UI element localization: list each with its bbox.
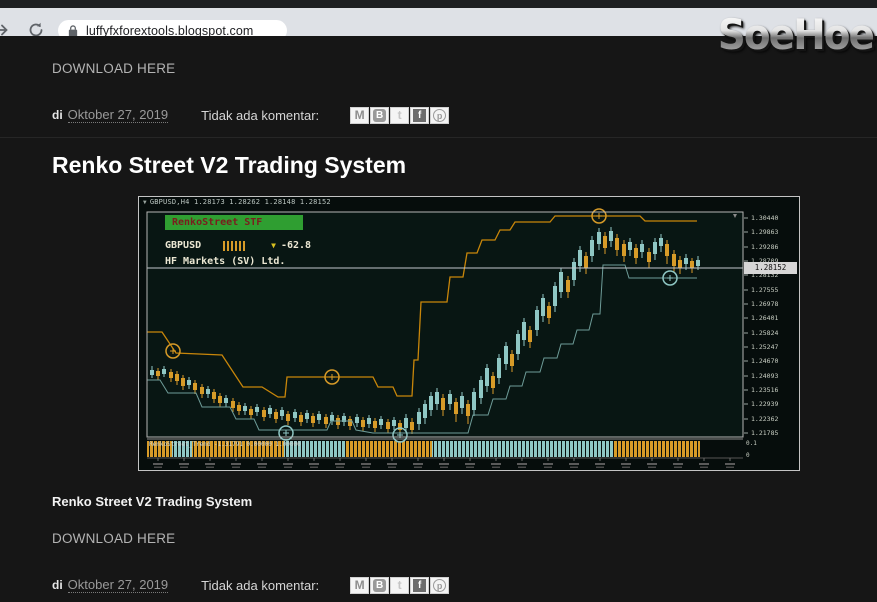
- byline-prefix: di: [52, 578, 63, 592]
- svg-text:1.25824: 1.25824: [751, 329, 778, 337]
- share-pinterest-icon[interactable]: p: [430, 106, 450, 124]
- svg-text:1.28709: 1.28709: [751, 257, 778, 265]
- svg-text:1.26401: 1.26401: [751, 314, 778, 322]
- svg-text:1.28132: 1.28132: [751, 271, 778, 279]
- padlock-icon: [68, 24, 78, 37]
- post-footer-prev: di Oktober 27, 2019 Tidak ada komentar: …: [52, 104, 450, 126]
- svg-text:1.22939: 1.22939: [751, 400, 778, 408]
- tab-strip: [0, 0, 877, 8]
- broker-label: HF Markets (SV) Ltd.: [165, 256, 286, 267]
- byline-prefix: di: [52, 108, 63, 122]
- reload-icon[interactable]: [27, 21, 45, 39]
- image-caption: Renko Street V2 Trading System: [52, 494, 253, 509]
- svg-text:0.1: 0.1: [746, 440, 757, 447]
- share-buttons: M B t f p: [349, 576, 450, 594]
- svg-text:1.29286: 1.29286: [751, 243, 778, 251]
- svg-text:0: 0: [746, 452, 750, 459]
- symbol-label: GBPUSD: [165, 240, 202, 251]
- share-twitter-icon[interactable]: t: [390, 106, 410, 124]
- share-buttons: M B t f p: [349, 106, 450, 124]
- indicator-name-box: RenkoStreet STF: [165, 215, 303, 230]
- svg-text:1.29863: 1.29863: [751, 228, 778, 236]
- post-image-renko-chart[interactable]: 1.30440 1.29863 1.29286 1.28709 1.28132 1.275…: [138, 196, 800, 471]
- post-divider: [0, 137, 877, 138]
- sub-indicator-label: RenkoStreet_Trend -1.31791 0.00000 1.000…: [149, 441, 301, 448]
- svg-text:1.27555: 1.27555: [751, 286, 778, 294]
- share-email-icon[interactable]: M: [350, 106, 370, 124]
- post-date-link[interactable]: Oktober 27, 2019: [67, 107, 169, 123]
- svg-text:1.23516: 1.23516: [751, 386, 778, 394]
- mt4-window-title: ▼ GBPUSD,H4 1.28173 1.28262 1.28148 1.281…: [143, 198, 331, 206]
- svg-text:1.30440: 1.30440: [751, 214, 778, 222]
- share-pinterest-icon[interactable]: p: [430, 576, 450, 594]
- download-link-prev[interactable]: DOWNLOAD HERE: [52, 61, 176, 76]
- svg-text:1.21785: 1.21785: [751, 429, 778, 437]
- chart-collapse-icon: ▼: [143, 199, 147, 206]
- comments-label: Tidak ada komentar:: [201, 577, 320, 593]
- post-date-link[interactable]: Oktober 27, 2019: [67, 577, 169, 593]
- forward-arrow-icon[interactable]: [0, 21, 10, 39]
- down-arrow-icon: ▼: [271, 241, 276, 250]
- url-text: luffyfxforextools.blogspot.com: [86, 23, 254, 38]
- soehoe-watermark: SoeHoe: [717, 11, 875, 60]
- svg-text:1.22362: 1.22362: [751, 415, 778, 423]
- post-title: Renko Street V2 Trading System: [52, 152, 407, 178]
- svg-text:1.26978: 1.26978: [751, 300, 778, 308]
- svg-text:1.25247: 1.25247: [751, 343, 778, 351]
- svg-text:1.24670: 1.24670: [751, 357, 778, 365]
- share-facebook-icon[interactable]: f: [410, 106, 430, 124]
- share-twitter-icon[interactable]: t: [390, 576, 410, 594]
- mt4-chart-plot: 1.30440 1.29863 1.29286 1.28709 1.28132 1.275…: [138, 196, 800, 471]
- svg-text:1.24093: 1.24093: [751, 372, 778, 380]
- share-email-icon[interactable]: M: [350, 576, 370, 594]
- share-facebook-icon[interactable]: f: [410, 576, 430, 594]
- download-link[interactable]: DOWNLOAD HERE: [52, 531, 176, 546]
- blog-content: DOWNLOAD HERE di Oktober 27, 2019 Tidak …: [0, 36, 877, 602]
- gauge-value: -62.8: [280, 240, 312, 251]
- comments-label: Tidak ada komentar:: [201, 107, 320, 123]
- share-blogger-icon[interactable]: B: [370, 576, 390, 594]
- share-blogger-icon[interactable]: B: [370, 106, 390, 124]
- current-price-tag: 1.28152: [744, 262, 797, 274]
- indicator-readout: GBPUSD ▼ -62.8: [165, 240, 311, 251]
- post-footer: di Oktober 27, 2019 Tidak ada komentar: …: [52, 574, 450, 596]
- url-bar[interactable]: luffyfxforextools.blogspot.com: [58, 20, 287, 41]
- strength-bars-icon: [223, 240, 247, 251]
